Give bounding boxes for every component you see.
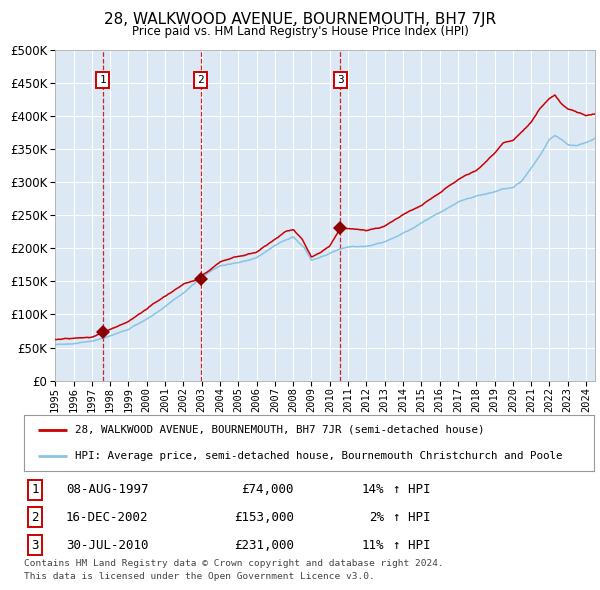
- Text: Contains HM Land Registry data © Crown copyright and database right 2024.: Contains HM Land Registry data © Crown c…: [24, 559, 444, 568]
- Text: HPI: Average price, semi-detached house, Bournemouth Christchurch and Poole: HPI: Average price, semi-detached house,…: [76, 451, 563, 461]
- Text: 16-DEC-2002: 16-DEC-2002: [66, 511, 149, 524]
- Text: 11%: 11%: [361, 539, 384, 552]
- Text: 1: 1: [100, 75, 106, 85]
- Text: 3: 3: [31, 539, 38, 552]
- Text: ↑ HPI: ↑ HPI: [393, 483, 431, 496]
- Text: 14%: 14%: [361, 483, 384, 496]
- Text: 08-AUG-1997: 08-AUG-1997: [66, 483, 149, 496]
- Text: £153,000: £153,000: [234, 511, 294, 524]
- Text: 2%: 2%: [369, 511, 384, 524]
- Text: 28, WALKWOOD AVENUE, BOURNEMOUTH, BH7 7JR (semi-detached house): 28, WALKWOOD AVENUE, BOURNEMOUTH, BH7 7J…: [76, 425, 485, 435]
- Text: £231,000: £231,000: [234, 539, 294, 552]
- Text: 1: 1: [31, 483, 38, 496]
- Text: ↑ HPI: ↑ HPI: [393, 539, 431, 552]
- Text: 28, WALKWOOD AVENUE, BOURNEMOUTH, BH7 7JR: 28, WALKWOOD AVENUE, BOURNEMOUTH, BH7 7J…: [104, 12, 496, 27]
- Text: £74,000: £74,000: [241, 483, 294, 496]
- Text: 2: 2: [197, 75, 204, 85]
- Text: 3: 3: [337, 75, 344, 85]
- Text: 30-JUL-2010: 30-JUL-2010: [66, 539, 149, 552]
- Text: 2: 2: [31, 511, 38, 524]
- Text: Price paid vs. HM Land Registry's House Price Index (HPI): Price paid vs. HM Land Registry's House …: [131, 25, 469, 38]
- Text: ↑ HPI: ↑ HPI: [393, 511, 431, 524]
- Text: This data is licensed under the Open Government Licence v3.0.: This data is licensed under the Open Gov…: [24, 572, 375, 581]
